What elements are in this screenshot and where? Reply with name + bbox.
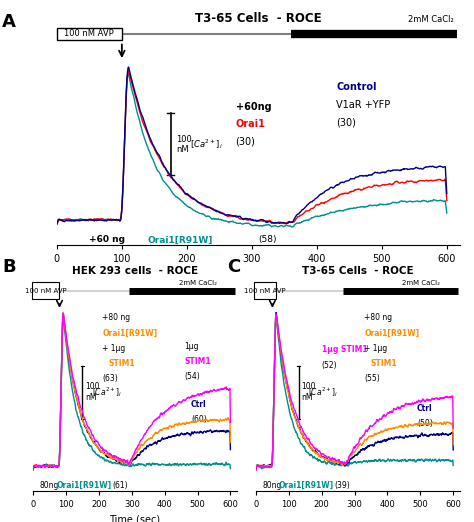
Text: 2mM CaCl₂: 2mM CaCl₂ bbox=[408, 15, 453, 24]
Text: (54): (54) bbox=[184, 372, 200, 381]
Text: +60ng: +60ng bbox=[236, 101, 271, 112]
Text: $[Ca^{2+}]_i$: $[Ca^{2+}]_i$ bbox=[308, 385, 338, 399]
Text: (55): (55) bbox=[365, 374, 380, 383]
Text: STIM1: STIM1 bbox=[370, 359, 397, 367]
Text: 100
nM: 100 nM bbox=[301, 383, 316, 402]
Title: T3-65 Cells  - ROCE: T3-65 Cells - ROCE bbox=[195, 12, 322, 25]
Text: C: C bbox=[228, 258, 241, 276]
Text: 100 nM AVP: 100 nM AVP bbox=[64, 29, 114, 38]
Text: Orai1[R91W]: Orai1[R91W] bbox=[148, 235, 213, 244]
Text: (58): (58) bbox=[258, 235, 277, 244]
Text: B: B bbox=[2, 258, 16, 276]
Title: HEK 293 cells  - ROCE: HEK 293 cells - ROCE bbox=[72, 266, 198, 276]
Text: (61): (61) bbox=[112, 481, 128, 490]
X-axis label: Time (sec): Time (sec) bbox=[109, 514, 161, 522]
Text: (63): (63) bbox=[102, 374, 118, 383]
Text: (60): (60) bbox=[191, 416, 207, 424]
Text: 1μg: 1μg bbox=[184, 341, 199, 351]
Text: A: A bbox=[2, 13, 16, 31]
Bar bbox=[122, 32, 291, 37]
Text: +60 ng: +60 ng bbox=[90, 235, 125, 244]
Text: Orai1[R91W]: Orai1[R91W] bbox=[56, 481, 111, 490]
Text: (30): (30) bbox=[236, 136, 255, 147]
Text: Orai1[R91W]: Orai1[R91W] bbox=[279, 481, 334, 490]
Text: +80 ng: +80 ng bbox=[102, 313, 130, 322]
Text: V1aR +YFP: V1aR +YFP bbox=[337, 100, 391, 110]
Text: 2mM CaCl₂: 2mM CaCl₂ bbox=[402, 280, 440, 286]
Text: (52): (52) bbox=[322, 361, 337, 370]
Text: Control: Control bbox=[337, 82, 377, 92]
Bar bbox=[32, 282, 59, 300]
Text: 80ng: 80ng bbox=[40, 481, 59, 490]
Text: 80ng: 80ng bbox=[263, 481, 282, 490]
Text: 100 nM AVP: 100 nM AVP bbox=[25, 288, 66, 294]
Text: Orai1[R91W]: Orai1[R91W] bbox=[102, 328, 157, 337]
Bar bbox=[57, 28, 122, 40]
Text: STIM1: STIM1 bbox=[184, 357, 211, 366]
Text: Orai1[R91W]: Orai1[R91W] bbox=[365, 328, 419, 337]
Text: 2mM CaCl₂: 2mM CaCl₂ bbox=[179, 280, 217, 286]
Text: Ctrl: Ctrl bbox=[191, 400, 207, 409]
Text: STIM1: STIM1 bbox=[108, 359, 135, 367]
Text: +80 ng: +80 ng bbox=[365, 313, 392, 322]
Text: 1μg STIM1: 1μg STIM1 bbox=[322, 346, 367, 354]
Text: + 1μg: + 1μg bbox=[365, 343, 388, 352]
Text: (50): (50) bbox=[417, 419, 433, 428]
Text: + 1μg: + 1μg bbox=[102, 343, 126, 352]
Text: $[Ca^{2+}]_i$: $[Ca^{2+}]_i$ bbox=[91, 385, 122, 399]
Text: Orai1: Orai1 bbox=[236, 119, 265, 129]
Text: 100
nM: 100 nM bbox=[85, 383, 99, 402]
Text: (39): (39) bbox=[335, 481, 351, 490]
Text: (30): (30) bbox=[337, 117, 356, 127]
Text: $[Ca^{2+}]_i$: $[Ca^{2+}]_i$ bbox=[190, 137, 223, 151]
Text: 100
nM: 100 nM bbox=[176, 135, 191, 154]
Text: 100 nM AVP: 100 nM AVP bbox=[244, 288, 286, 294]
Text: Ctrl: Ctrl bbox=[417, 404, 433, 413]
Bar bbox=[255, 282, 276, 300]
Title: T3-65 Cells  - ROCE: T3-65 Cells - ROCE bbox=[302, 266, 414, 276]
